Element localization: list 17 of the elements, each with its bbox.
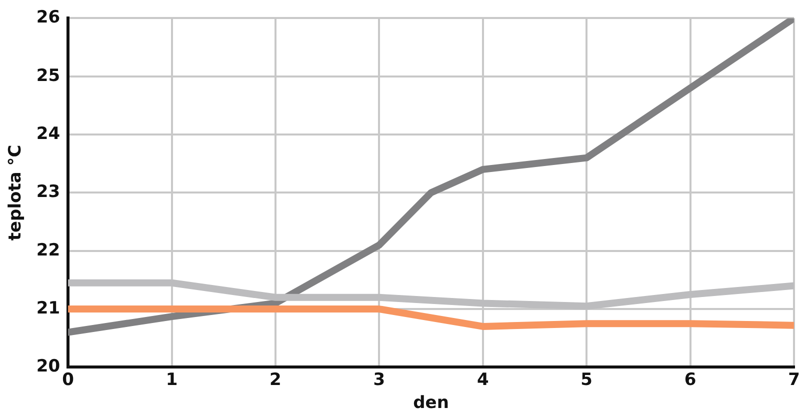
x-tick-label: 0: [62, 370, 74, 390]
x-tick-label: 1: [166, 370, 178, 390]
y-tick-label: 21: [36, 298, 60, 318]
y-tick-label: 26: [36, 8, 60, 28]
y-tick-label: 20: [36, 356, 60, 377]
y-tick-label: 22: [36, 240, 60, 260]
y-tick-label: 23: [36, 182, 60, 202]
x-tick-label: 4: [476, 370, 489, 390]
x-tick-label: 3: [373, 370, 386, 390]
x-tick-label: 6: [684, 370, 696, 390]
y-axis-title: teplota °C: [6, 144, 26, 241]
y-tick-label: 24: [36, 124, 60, 144]
x-axis-title: den: [413, 393, 449, 414]
x-tick-label: 2: [270, 370, 282, 390]
x-tick-label: 7: [788, 370, 800, 390]
y-tick-label: 25: [36, 66, 60, 86]
x-tick-label: 5: [580, 370, 593, 390]
